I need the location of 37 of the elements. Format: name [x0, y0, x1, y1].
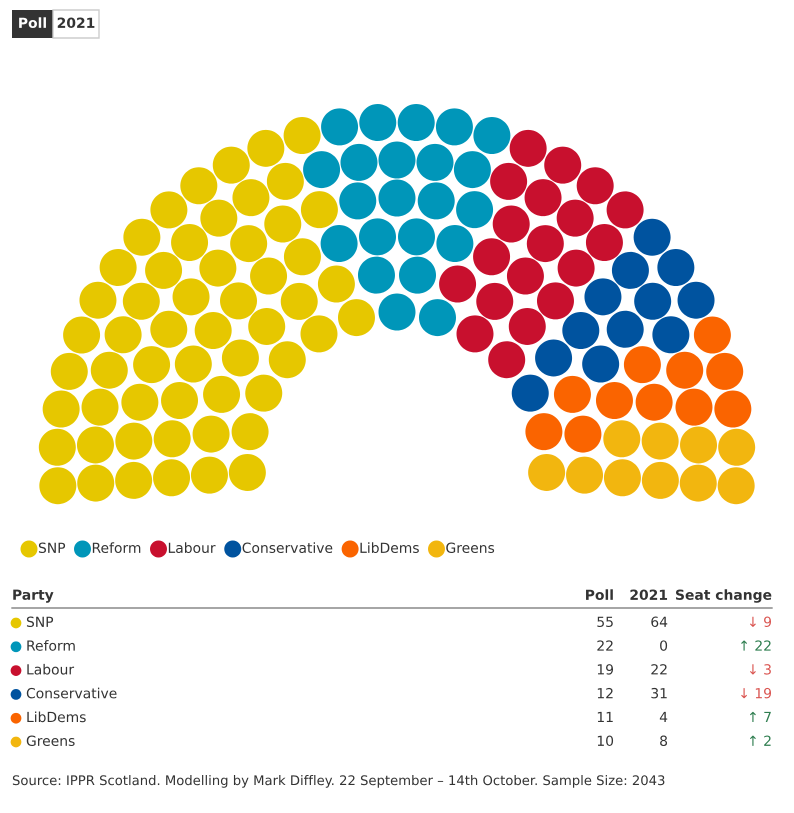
category-label: Conservative	[26, 688, 117, 698]
data-label: ↓ 9	[750, 616, 772, 628]
data-label: 8	[660, 736, 668, 746]
category-label: Greens	[26, 736, 75, 746]
data-label: ↑ 2	[750, 736, 771, 746]
data-label: ↑ 22	[741, 640, 771, 651]
text: Poll	[19, 17, 46, 28]
text: Poll	[586, 589, 613, 600]
source-note: Source: IPPR Scotland. Modelling by Mark Diffley. 22 September – 14th October. Sample Size: 2043	[12, 775, 664, 788]
legend-label: 2021	[58, 18, 94, 28]
text: Seat change	[676, 589, 772, 603]
data-label: ↑ 7	[750, 712, 771, 722]
text: 2021	[630, 590, 668, 600]
category-label: SNP	[38, 542, 66, 554]
data-label: ↓ 19	[741, 688, 772, 698]
data-label: 11	[598, 712, 613, 722]
data-label: 0	[660, 640, 668, 651]
data-label: 55	[597, 616, 613, 628]
data-label: 31	[651, 688, 667, 698]
data-label: 12	[598, 688, 613, 698]
data-label: 64	[651, 616, 668, 628]
category-label: Labour	[168, 542, 216, 554]
category-label: Reform	[27, 640, 75, 651]
category-label: Labour	[27, 664, 74, 675]
data-label: 19	[598, 664, 614, 675]
data-label: 22	[651, 664, 667, 674]
category-label: Conservative	[242, 542, 332, 554]
data-label: 22	[597, 640, 613, 651]
category-label: Greens	[446, 542, 494, 554]
category-label: LibDems	[360, 542, 419, 554]
category-label: Reform	[92, 542, 140, 554]
data-label: ↓ 3	[750, 664, 771, 675]
category-label: LibDems	[27, 711, 86, 722]
data-label: 4	[660, 712, 668, 722]
data-label: 10	[598, 736, 614, 746]
legend-title: Party	[13, 590, 54, 603]
category-label: SNP	[26, 616, 54, 628]
